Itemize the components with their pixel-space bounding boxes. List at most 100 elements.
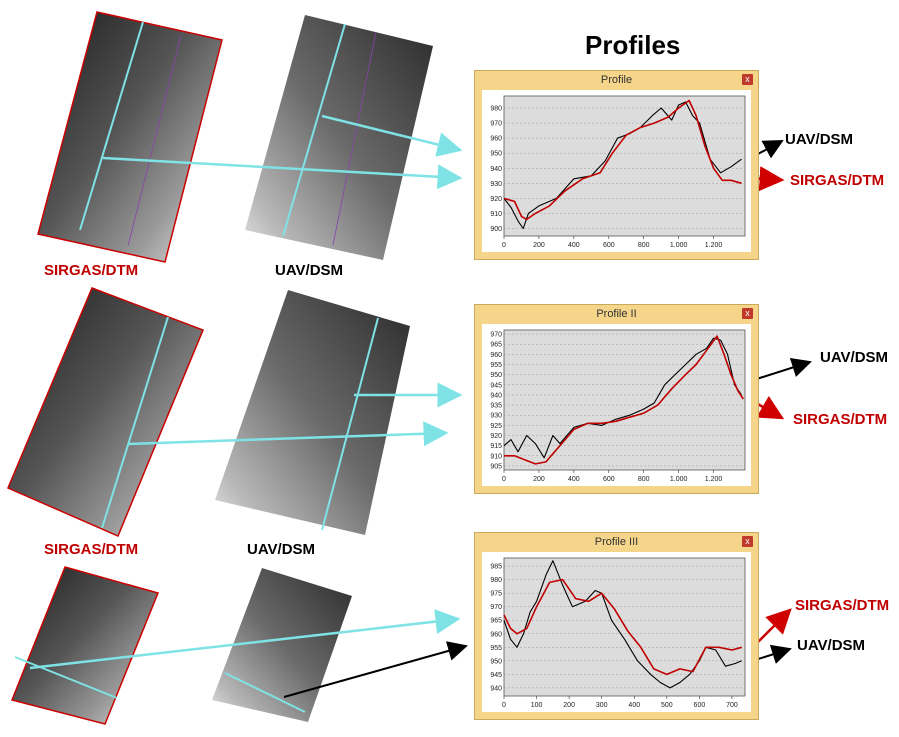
y-tick-label: 910 [490,453,502,460]
x-tick-label: 700 [726,702,738,709]
x-tick-label: 200 [533,242,545,249]
y-tick-label: 930 [490,413,502,420]
x-tick-label: 1.000 [670,476,688,483]
y-tick-label: 920 [490,433,502,440]
y-tick-label: 970 [490,332,502,339]
label-uav-2: UAV/DSM [247,541,316,558]
profile-window-title-2: Profile II [596,308,637,320]
y-tick-label: 960 [490,136,502,143]
y-tick-label: 970 [490,604,502,611]
y-tick-label: 975 [490,591,502,598]
profile-chart-3: 940 945 950 955 960 965 970 975 980 985 0 100 200 300… [490,557,746,709]
y-tick-label: 945 [490,382,502,389]
x-tick-label: 0 [502,476,506,483]
x-tick-label: 400 [568,476,580,483]
x-tick-label: 600 [603,242,615,249]
x-tick-label: 0 [502,702,506,709]
section-arrow-1a [102,156,463,190]
x-tick-label: 500 [661,702,673,709]
x-tick-label: 800 [638,476,650,483]
label-uav-1: UAV/DSM [275,262,344,279]
label-sirgas-profile-1: SIRGAS/DTM [790,172,885,189]
y-tick-label: 940 [490,685,502,692]
y-tick-label: 920 [490,196,502,203]
profile-chart-2: 905 910 915 920 925 930 935 940 945 950 955 960 965 9… [490,329,746,483]
series-line [503,578,742,676]
close-icon[interactable]: x [742,74,753,85]
figure-title: Profiles [585,30,681,60]
y-tick-label: 950 [490,372,502,379]
plot-area-1: 900 910 920 930 940 950 960 970 980 0 200 400 600 800… [482,90,751,252]
x-tick-label: 0 [502,242,506,249]
profile-window-title-3: Profile III [594,536,639,548]
y-tick-label: 955 [490,645,502,652]
section-arrow-3b [283,641,468,698]
y-tick-label: 950 [490,151,502,158]
label-uav-profile-1: UAV/DSM [785,131,854,148]
plot-area-3: 940 945 950 955 960 965 970 975 980 985 0 100 200 300… [482,552,751,712]
y-tick-label: 915 [490,443,502,450]
y-tick-label: 970 [490,121,502,128]
y-tick-label: 935 [490,403,502,410]
uav-dsm-map-1 [245,15,433,260]
plot-background [503,95,746,237]
x-tick-label: 1.000 [670,242,688,249]
label-sirgas-2: SIRGAS/DTM [44,541,139,558]
y-tick-label: 980 [490,106,502,113]
y-tick-label: 960 [490,352,502,359]
profile-window-1: Profile x 900 910 920 930 940 950 960 970 980 0 20… [474,70,759,260]
uav-dsm-map-2 [215,290,410,535]
y-tick-label: 910 [490,211,502,218]
x-tick-label: 200 [563,702,575,709]
y-tick-label: 960 [490,631,502,638]
y-tick-label: 965 [490,618,502,625]
profile-window-title-1: Profile [600,74,633,86]
x-tick-label: 100 [531,702,543,709]
sirgas-dtm-map-2 [7,287,204,537]
x-tick-label: 200 [533,476,545,483]
close-icon[interactable]: x [742,536,753,547]
y-tick-label: 900 [490,226,502,233]
plot-area-2: 905 910 915 920 925 930 935 940 945 950 955 960 965 9… [482,324,751,486]
x-tick-label: 1.200 [705,242,723,249]
plot-background [503,329,746,471]
y-tick-label: 930 [490,181,502,188]
label-sirgas-1: SIRGAS/DTM [44,262,139,279]
x-tick-label: 1.200 [705,476,723,483]
close-icon[interactable]: x [742,308,753,319]
label-sirgas-profile-3: SIRGAS/DTM [795,597,890,614]
uav-dsm-map-3 [212,568,352,722]
series-line [503,337,742,459]
y-tick-label: 940 [490,166,502,173]
label-arrow-uav-3 [754,644,792,664]
y-tick-label: 925 [490,423,502,430]
profile-window-2: Profile II x 905 910 915 920 925 930 935 940 945… [474,304,759,494]
section-arrow-3a [29,609,461,670]
series-line [504,335,744,465]
sirgas-dtm-map-3 [10,566,160,725]
y-tick-label: 950 [490,658,502,665]
y-tick-label: 955 [490,362,502,369]
y-tick-label: 985 [490,564,502,571]
label-uav-profile-3: UAV/DSM [797,637,866,654]
label-uav-profile-2: UAV/DSM [820,349,889,366]
section-arrow-2a [127,421,449,447]
x-tick-label: 400 [568,242,580,249]
x-tick-label: 400 [628,702,640,709]
section-arrow-1b [321,114,463,157]
y-tick-label: 945 [490,672,502,679]
profile-window-3: Profile III x 940 945 950 955 960 965 970 975 98… [474,532,759,720]
label-sirgas-profile-2: SIRGAS/DTM [793,411,888,428]
y-tick-label: 980 [490,577,502,584]
sirgas-dtm-map-1 [37,11,223,263]
y-tick-label: 940 [490,392,502,399]
x-tick-label: 300 [596,702,608,709]
x-tick-label: 800 [638,242,650,249]
x-tick-label: 600 [694,702,706,709]
x-tick-label: 600 [603,476,615,483]
series-line [503,99,742,221]
y-tick-label: 965 [490,342,502,349]
y-tick-label: 905 [490,463,502,470]
profile-chart-1: 900 910 920 930 940 950 960 970 980 0 200 400 600 800… [490,95,746,249]
